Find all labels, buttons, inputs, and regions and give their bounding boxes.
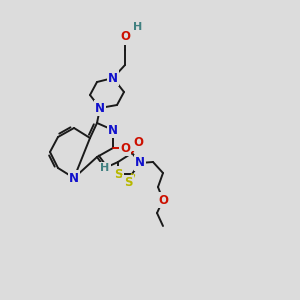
Text: N: N: [135, 157, 145, 169]
Text: O: O: [120, 142, 130, 154]
Text: N: N: [108, 124, 118, 136]
Text: N: N: [69, 172, 79, 184]
Text: O: O: [133, 136, 143, 149]
Text: H: H: [134, 22, 142, 32]
Text: H: H: [100, 163, 109, 173]
Text: O: O: [158, 194, 168, 206]
Text: O: O: [120, 31, 130, 44]
Text: S: S: [114, 167, 122, 181]
Text: N: N: [95, 101, 105, 115]
Text: N: N: [108, 71, 118, 85]
Text: S: S: [124, 176, 132, 190]
